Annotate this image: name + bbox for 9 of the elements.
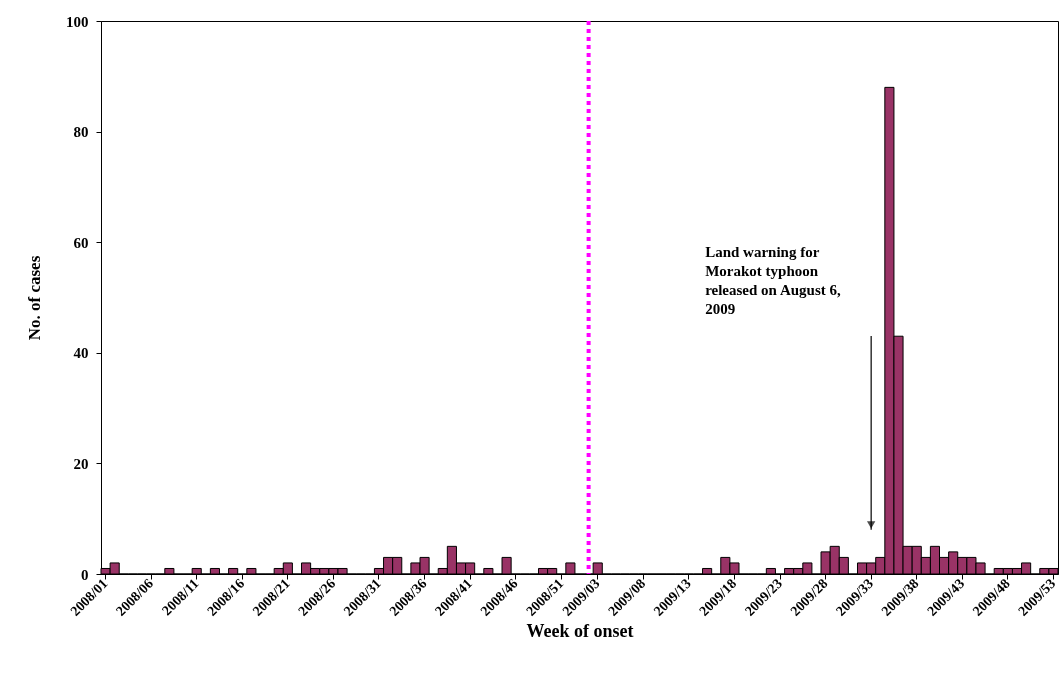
y-tick-label: 100 bbox=[66, 13, 89, 30]
y-tick-label: 40 bbox=[73, 345, 89, 362]
y-tick-label: 80 bbox=[73, 124, 89, 141]
y-tick-label: 60 bbox=[73, 234, 89, 251]
annotation: Land warning for Morakot typhoon released on August 6, 2009 bbox=[705, 244, 841, 317]
y-tick-label: 0 bbox=[81, 566, 89, 583]
x-axis-title: Week of onset bbox=[526, 620, 634, 641]
y-axis-title: No. of cases bbox=[25, 255, 44, 341]
y-tick-label: 20 bbox=[73, 455, 89, 472]
